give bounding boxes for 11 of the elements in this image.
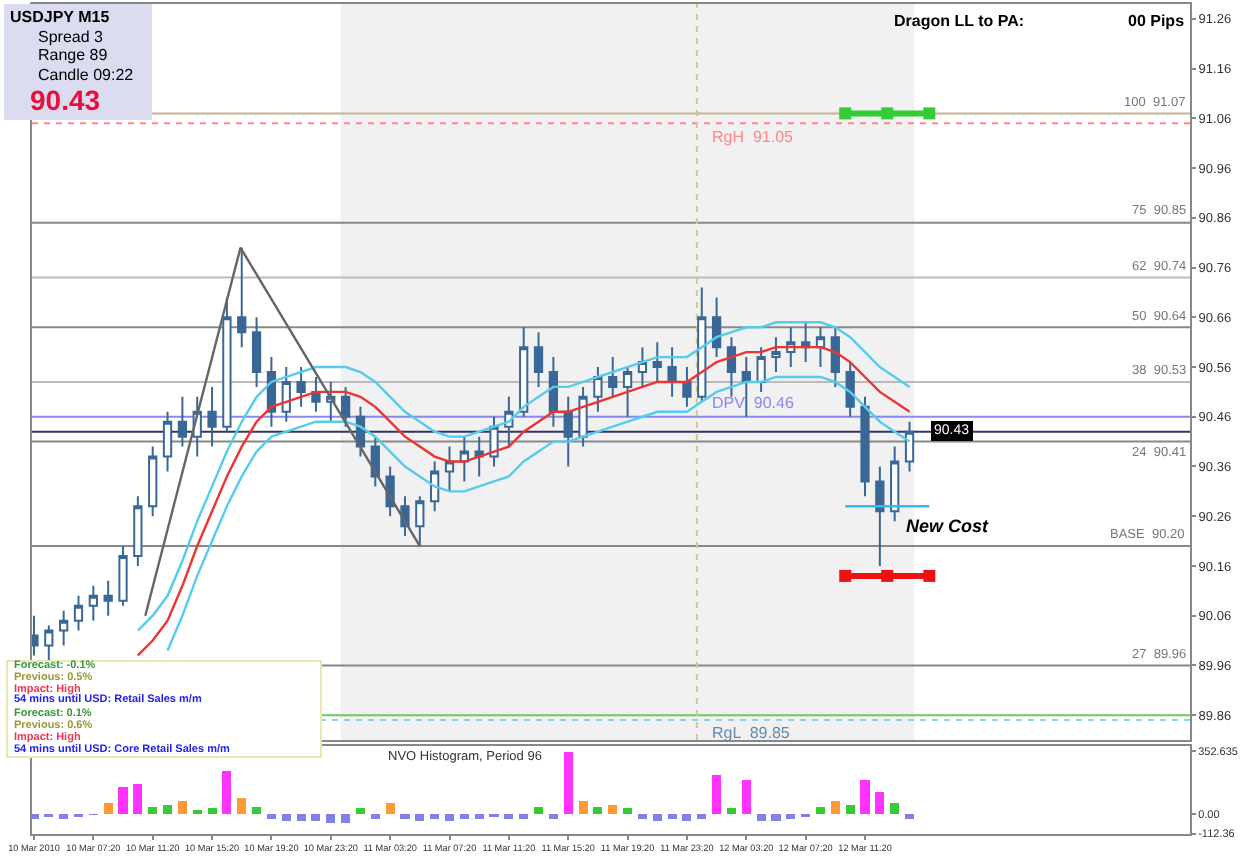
annotation: Range 89	[36, 46, 110, 65]
annotation: USDJPY M15	[10, 8, 112, 27]
annotation: Dragon LL to PA:	[894, 12, 1025, 30]
ref-line-label: RgH 91.05	[712, 128, 795, 146]
annotation: Candle 09:22	[36, 65, 136, 84]
annotation: 90.43	[28, 84, 103, 116]
ref-line-label: DPV 90.46	[712, 394, 795, 412]
annotation: New Cost	[906, 516, 991, 536]
ref-line-label: RgL 89.85	[712, 724, 791, 742]
annotation: Spread 3	[36, 27, 105, 46]
annotation: 00 Pips	[1128, 12, 1186, 30]
